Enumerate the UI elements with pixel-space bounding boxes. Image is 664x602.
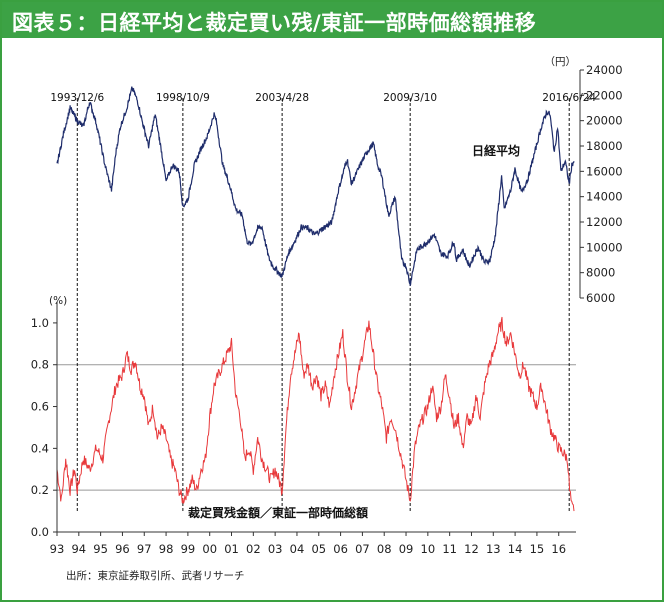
right-tick-label-9: 24000: [586, 63, 623, 77]
left-tick-label-4: 0.8: [31, 358, 49, 372]
right-tick-label-5: 16000: [586, 164, 623, 178]
x-tick-label-19: 12: [464, 542, 479, 556]
left-tick-label-2: 0.4: [31, 441, 49, 455]
right-tick-label-7: 20000: [586, 114, 623, 128]
left-tick-label-3: 0.6: [31, 400, 49, 414]
x-tick-label-13: 06: [333, 542, 348, 556]
x-tick-label-22: 15: [530, 542, 545, 556]
right-tick-label-4: 14000: [586, 190, 623, 204]
right-tick-label-8: 22000: [586, 88, 623, 102]
right-axis-unit: （円）: [545, 56, 577, 68]
ratio-series-line: [56, 316, 575, 512]
x-tick-label-11: 04: [290, 542, 305, 556]
left-tick-label-5: 1.0: [31, 316, 49, 330]
left-tick-label-1: 0.2: [31, 483, 49, 497]
figure-title: 図表５：日経平均と裁定買い残/東証一部時価総額推移: [12, 11, 537, 35]
nikkei-series-line: [56, 86, 575, 286]
event-label-3: 2009/3/10: [383, 92, 437, 104]
x-tick-label-16: 09: [399, 542, 414, 556]
x-tick-label-2: 95: [93, 542, 108, 556]
source-note: 出所：東京証券取引所、武者リサーチ: [66, 570, 245, 582]
x-tick-label-15: 08: [377, 542, 392, 556]
x-tick-label-3: 96: [115, 542, 130, 556]
x-tick-label-0: 93: [50, 542, 65, 556]
ratio-series-label: 裁定買残金額／東証一部時価総額: [188, 505, 368, 520]
event-label-1: 1998/10/9: [156, 92, 210, 104]
left-axis-unit: (%): [49, 295, 67, 307]
x-tick-label-12: 05: [311, 542, 326, 556]
title-bar: 図表５：日経平均と裁定買い残/東証一部時価総額推移: [2, 2, 662, 38]
left-tick-label-0: 0.0: [31, 525, 49, 539]
x-tick-label-9: 02: [246, 542, 261, 556]
x-tick-label-10: 03: [268, 542, 283, 556]
x-tick-label-18: 11: [442, 542, 457, 556]
x-tick-label-6: 99: [181, 542, 196, 556]
x-tick-label-17: 10: [421, 542, 436, 556]
x-tick-label-23: 16: [551, 542, 566, 556]
right-tick-label-6: 18000: [586, 139, 623, 153]
right-tick-label-0: 6000: [586, 291, 615, 305]
nikkei-series-label: 日経平均: [472, 143, 520, 158]
right-tick-label-2: 10000: [586, 240, 623, 254]
x-tick-label-7: 00: [202, 542, 217, 556]
event-label-4: 2016/6/24: [542, 92, 596, 104]
right-tick-label-3: 12000: [586, 215, 623, 229]
right-tick-label-1: 8000: [586, 266, 615, 280]
x-tick-label-4: 97: [137, 542, 152, 556]
x-tick-label-1: 94: [71, 542, 86, 556]
event-label-0: 1993/12/6: [50, 92, 104, 104]
x-tick-label-14: 07: [355, 542, 370, 556]
x-tick-label-21: 14: [508, 542, 523, 556]
x-tick-label-20: 13: [486, 542, 501, 556]
x-tick-label-5: 98: [159, 542, 174, 556]
x-tick-label-8: 01: [224, 542, 239, 556]
event-label-2: 2003/4/28: [255, 92, 309, 104]
